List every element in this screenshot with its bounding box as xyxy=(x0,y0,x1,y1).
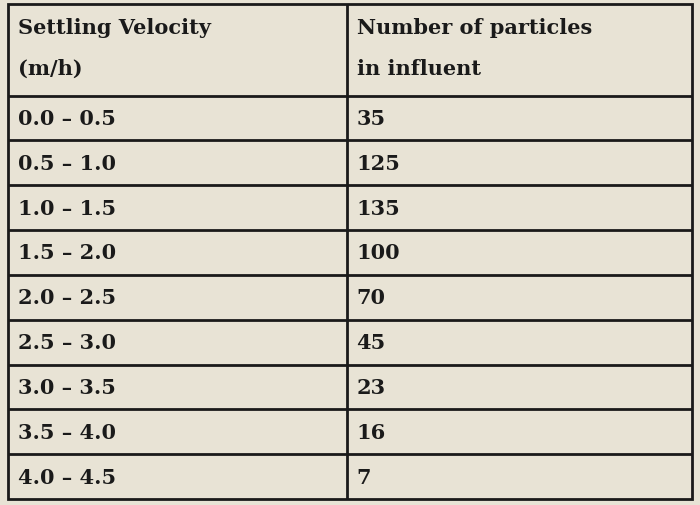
Text: 45: 45 xyxy=(356,332,386,352)
Text: 1.5 – 2.0: 1.5 – 2.0 xyxy=(18,243,116,263)
Text: 2.0 – 2.5: 2.0 – 2.5 xyxy=(18,288,116,308)
Text: 125: 125 xyxy=(356,154,400,174)
Text: 2.5 – 3.0: 2.5 – 3.0 xyxy=(18,332,116,352)
Text: Number of particles: Number of particles xyxy=(356,18,592,38)
Text: 4.0 – 4.5: 4.0 – 4.5 xyxy=(18,467,116,487)
Text: 35: 35 xyxy=(356,109,386,129)
Text: 135: 135 xyxy=(356,198,400,218)
Text: Settling Velocity: Settling Velocity xyxy=(18,18,211,38)
Text: 0.5 – 1.0: 0.5 – 1.0 xyxy=(18,154,116,174)
Text: 7: 7 xyxy=(356,467,371,487)
Text: 100: 100 xyxy=(356,243,400,263)
Text: 23: 23 xyxy=(356,377,386,397)
Text: 1.0 – 1.5: 1.0 – 1.5 xyxy=(18,198,116,218)
Text: 3.0 – 3.5: 3.0 – 3.5 xyxy=(18,377,116,397)
Text: 3.5 – 4.0: 3.5 – 4.0 xyxy=(18,422,116,442)
Text: 16: 16 xyxy=(356,422,386,442)
Text: 70: 70 xyxy=(356,288,386,308)
Text: 0.0 – 0.5: 0.0 – 0.5 xyxy=(18,109,116,129)
Text: in influent: in influent xyxy=(356,59,481,79)
Text: (m/h): (m/h) xyxy=(18,59,83,79)
